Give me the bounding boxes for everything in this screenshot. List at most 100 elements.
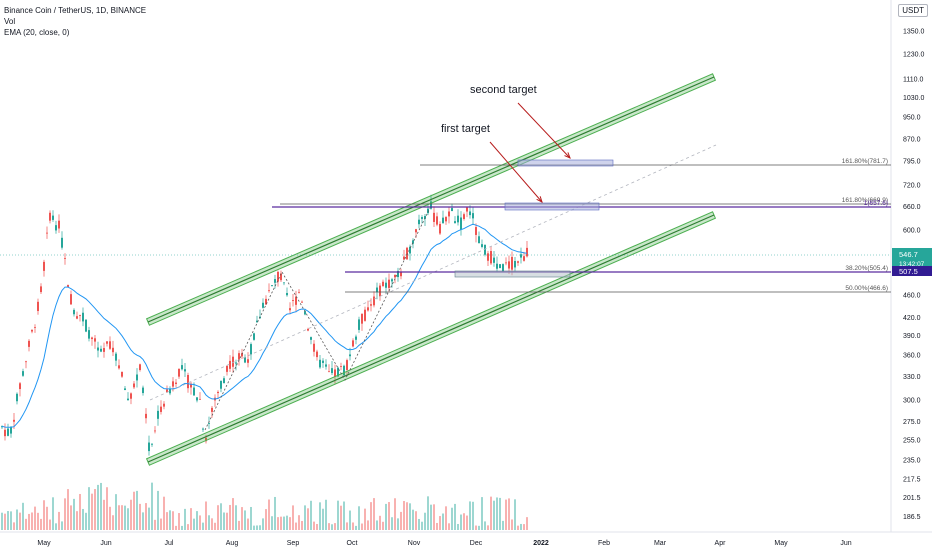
- volume-bar: [277, 517, 279, 530]
- volume-bar: [97, 484, 99, 530]
- volume-bar: [196, 511, 198, 530]
- volume-bar: [223, 512, 225, 530]
- candle-body: [478, 236, 480, 244]
- volume-bar: [148, 507, 150, 530]
- candle-body: [133, 383, 135, 388]
- candle-body: [400, 272, 402, 277]
- candle-body: [448, 211, 450, 217]
- y-tick-label: 390.0: [903, 333, 921, 340]
- candle-body: [493, 257, 495, 263]
- candle-body: [88, 330, 90, 339]
- candle-body: [310, 337, 312, 340]
- candle-body: [430, 201, 432, 209]
- volume-bar: [226, 512, 228, 530]
- volume-bar: [388, 502, 390, 530]
- volume-bar: [322, 508, 324, 530]
- candle-body: [487, 253, 489, 261]
- candle-body: [466, 207, 468, 212]
- volume-bar: [145, 503, 147, 530]
- candle-body: [223, 378, 225, 384]
- volume-bar: [37, 512, 39, 530]
- volume-bar: [367, 520, 369, 530]
- volume-bar: [283, 516, 285, 530]
- candle-body: [355, 336, 357, 340]
- volume-bar: [73, 498, 75, 530]
- candle-body: [247, 359, 249, 363]
- volume-bar: [232, 498, 234, 530]
- candle-body: [346, 360, 348, 371]
- legend-ema: EMA (20, close, 0): [4, 28, 70, 37]
- candle-body: [25, 361, 27, 363]
- candle-body: [208, 423, 210, 424]
- candle-body: [157, 410, 159, 419]
- volume-bar: [154, 519, 156, 530]
- currency-badge[interactable]: USDT: [898, 4, 928, 17]
- candle-body: [16, 393, 18, 402]
- volume-bar: [58, 511, 60, 530]
- candle-body: [205, 437, 207, 442]
- volume-bar: [268, 499, 270, 530]
- candle-body: [295, 296, 297, 305]
- target-box-second: [517, 159, 614, 167]
- volume-bar: [262, 518, 264, 530]
- candle-body: [232, 356, 234, 367]
- volume-bar: [385, 503, 387, 530]
- volume-bar: [457, 523, 459, 530]
- volume-bar: [421, 521, 423, 530]
- candle-body: [403, 256, 405, 260]
- candle-body: [169, 388, 171, 394]
- volume-bar: [460, 514, 462, 530]
- volume-bar: [67, 489, 69, 530]
- volume-bar: [49, 519, 51, 530]
- volume-bar: [70, 505, 72, 530]
- candle-body: [73, 309, 75, 315]
- volume-bar: [133, 491, 135, 530]
- candle-body: [253, 333, 255, 340]
- candle-body: [19, 383, 21, 390]
- volume-bar: [328, 523, 330, 530]
- y-tick-label: 870.0: [903, 136, 921, 143]
- volume-bar: [484, 521, 486, 530]
- volume-bar: [394, 498, 396, 530]
- x-tick-label: Apr: [715, 540, 727, 547]
- volume-bar: [4, 513, 6, 530]
- volume-bar: [310, 500, 312, 530]
- volume-bar: [418, 518, 420, 530]
- volume-bar: [256, 525, 258, 530]
- ema-line: [1, 223, 528, 428]
- volume-bar: [91, 493, 93, 530]
- volume-bar: [400, 511, 402, 530]
- ema-line: [1, 223, 528, 428]
- candle-body: [112, 347, 114, 353]
- fib-1-label: 1(657.6): [864, 200, 888, 207]
- candle-body: [106, 341, 108, 344]
- candle-body: [373, 296, 375, 306]
- volume-bar: [121, 505, 123, 530]
- candle-body: [463, 214, 465, 219]
- fib-50-label: 50.00%(466.6): [845, 285, 888, 292]
- candle-body: [43, 261, 45, 271]
- volume-bar: [490, 496, 492, 530]
- drawings: [0, 73, 891, 466]
- candle-body: [481, 244, 483, 247]
- candle-body: [85, 319, 87, 332]
- volume-bar: [136, 490, 138, 530]
- volume-bar: [52, 497, 54, 530]
- candle-body: [115, 353, 117, 361]
- volume-bar: [247, 518, 249, 530]
- x-tick-label: May: [774, 540, 788, 547]
- candle-body: [514, 260, 516, 268]
- candle-body: [22, 371, 24, 376]
- volume-bar: [157, 490, 159, 530]
- volume-bar: [214, 522, 216, 530]
- legend-symbol: Binance Coin / TetherUS, 1D, BINANCE: [4, 6, 147, 15]
- volume-bar: [151, 482, 153, 530]
- candle-body: [235, 362, 237, 364]
- candle-body: [511, 256, 513, 270]
- fib-161-upper-label: 161.80%(781.7): [842, 158, 888, 165]
- candle-body: [499, 264, 501, 269]
- volume-bar: [469, 501, 471, 530]
- y-tick-label: 420.0: [903, 315, 921, 322]
